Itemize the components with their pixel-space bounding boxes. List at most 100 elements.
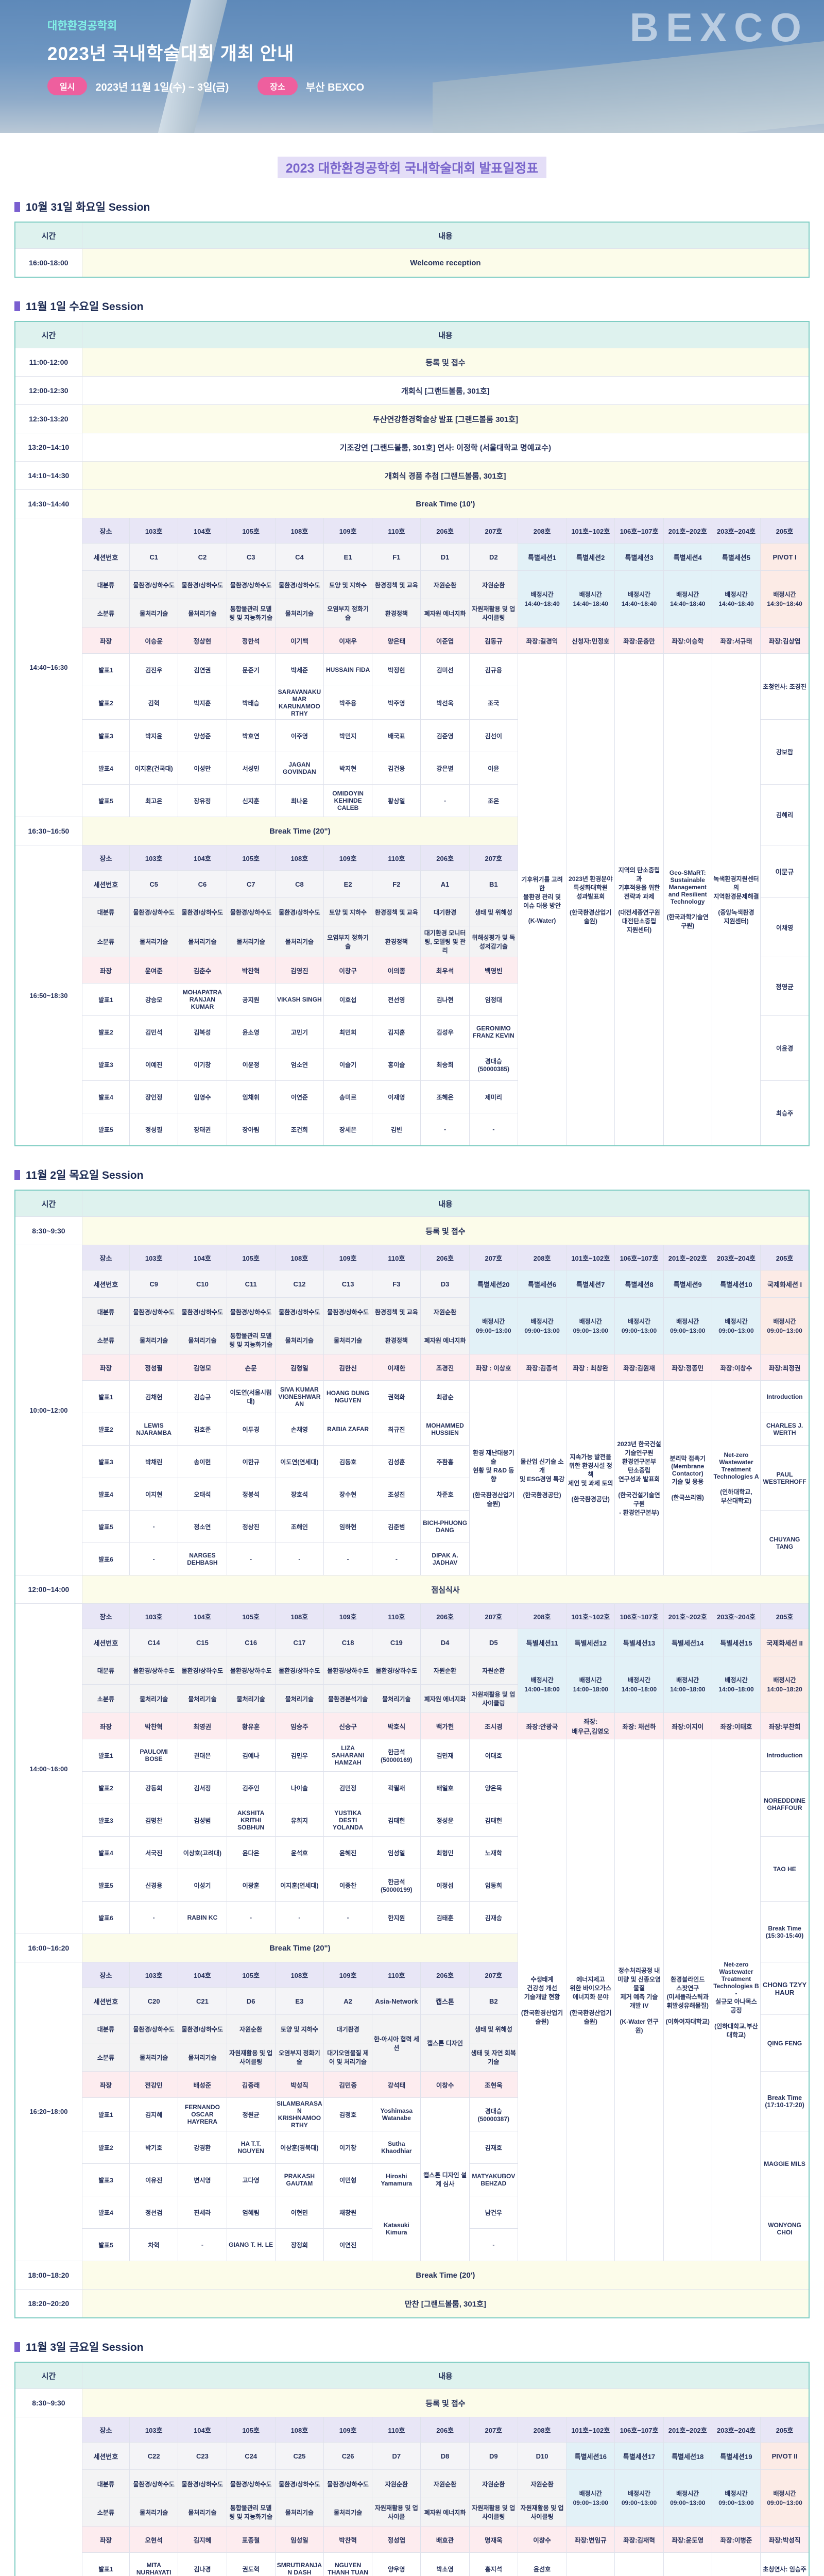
- talk-cell: -: [324, 1543, 372, 1575]
- talk-cell: 양성준: [178, 720, 227, 752]
- special-desc-cell: 녹색환경지원센터의 지역환경문제해결 (중앙녹색환경 지원센터): [712, 654, 760, 1146]
- talk-cell: 김태헌: [372, 1804, 421, 1837]
- room-header-cell: 103호: [130, 1245, 178, 1270]
- special-session-cell: 특별세션4: [663, 544, 712, 571]
- row-label: 좌장: [82, 2527, 129, 2553]
- special-chair-cell: 좌장:이승학: [663, 628, 712, 654]
- session-number-cell: C14: [130, 1629, 178, 1656]
- row-label: 발표2: [82, 686, 129, 720]
- room-header-cell: 206호: [421, 1245, 469, 1270]
- talk-cell: 서성민: [227, 752, 275, 785]
- row-label: 세션번호: [82, 2443, 129, 2470]
- event-text-cell: Welcome reception: [82, 249, 809, 278]
- alloc-cell: 배정시간 09:00~13:00: [615, 1298, 663, 1354]
- talk-cell: 채창원: [324, 2196, 372, 2229]
- chair-cell: 최우석: [421, 957, 469, 984]
- subcategory-cell: 위해성평가 및 독성저감기술: [469, 926, 518, 957]
- time-cell: 10:00~12:00: [15, 1245, 82, 1575]
- talk-cell: -: [130, 1543, 178, 1575]
- talk-cell: 김선이: [469, 720, 518, 752]
- room-header-cell: 108호: [275, 1604, 323, 1629]
- time-column-header: 시간: [15, 1190, 82, 1217]
- special-chair-cell: 좌장:김재혁: [615, 2527, 663, 2553]
- session-number-cell: C21: [178, 1988, 227, 2015]
- talk-cell: 최고은: [130, 785, 178, 817]
- category-cell: 물환경/상하수도: [227, 898, 275, 926]
- special-session-cell: 특별세션10: [712, 1270, 760, 1298]
- session-number-cell: A1: [421, 871, 469, 898]
- time-cell: 16:50~18:30: [15, 845, 82, 1146]
- chair-cell: 박찬혁: [130, 1713, 178, 1739]
- special-room-header-cell: 101호~102호: [566, 518, 615, 544]
- room-header-cell: 110호: [372, 1604, 421, 1629]
- special-desc-cell: 지속가능 발전을 위한 환경시설 정책 제언 및 과제 토의 (한국환경공단): [566, 1381, 615, 1575]
- special-room-header-cell: 203호~204호: [712, 518, 760, 544]
- talk-cell: 변시영: [178, 2164, 227, 2196]
- category-cell: 환경정책 및 교육: [372, 1298, 421, 1326]
- talk-cell: 캡스톤 디자인 설계 심사: [421, 2098, 469, 2261]
- row-label: 좌장: [82, 628, 129, 654]
- subcategory-cell: 환경정책: [372, 1326, 421, 1354]
- talk-cell: AKSHITA KRITHI SOBHUN: [227, 1804, 275, 1837]
- talk-cell: 김준영: [421, 720, 469, 752]
- chair-cell: 최영권: [178, 1713, 227, 1739]
- talk-cell: -: [275, 1543, 323, 1575]
- day-heading: 11월 3일 금요일 Session: [14, 2339, 810, 2354]
- special-session-cell: 특별세션7: [566, 1270, 615, 1298]
- talk-cell: 이지현: [130, 1478, 178, 1511]
- talk-cell: 김재호: [469, 2131, 518, 2164]
- tail-alloc-cell: 배정시간 14:00~18:20: [761, 1656, 809, 1713]
- special-chair-cell: 좌장 : 최창완: [566, 1354, 615, 1381]
- row-label: 좌장: [82, 1713, 129, 1739]
- room-header-cell: 206호: [421, 845, 469, 871]
- row-label: 발표3: [82, 1446, 129, 1478]
- talk-cell: 이슬기: [324, 1048, 372, 1081]
- talk-cell: 엄혜림: [227, 2196, 275, 2229]
- special-desc-cell: 지문화 기술을 이용한 총 유기탄소 (TOC) 기원 추적 기술개발: 유기물…: [712, 2553, 760, 2576]
- talk-cell: 김진우: [130, 654, 178, 686]
- special-room-header-cell: 106호~107호: [615, 1604, 663, 1629]
- talk-cell: 김민정: [324, 1772, 372, 1804]
- session-number-cell: F2: [372, 871, 421, 898]
- row-label: 대분류: [82, 2015, 129, 2043]
- session-number-cell: C5: [130, 871, 178, 898]
- special-chair-cell: 좌장:변임규: [566, 2527, 615, 2553]
- room-header-cell: 109호: [324, 1604, 372, 1629]
- talk-cell: 조성진: [372, 1478, 421, 1511]
- row-label: 세션번호: [82, 1988, 129, 2015]
- talk-cell: 김채헌: [130, 1381, 178, 1413]
- special-session-cell: 특별세션13: [615, 1629, 663, 1656]
- special-desc-cell: 부산대학교 환경에너지연구소 중점연구소 특별 심포지움 (부산대학교): [615, 2553, 663, 2576]
- talk-cell: 최민희: [324, 1016, 372, 1048]
- time-cell: 10:00~12:00: [15, 2417, 82, 2576]
- talk-cell: 김혁: [130, 686, 178, 720]
- tail-session-cell: 국제화세션 II: [761, 1629, 809, 1656]
- session-number-cell: F1: [372, 544, 421, 571]
- talk-cell: 이대호: [469, 1739, 518, 1772]
- talk-cell: PAULOMI BOSE: [130, 1739, 178, 1772]
- session-number-cell: C25: [275, 2443, 323, 2470]
- special-room-header-cell: 207호: [469, 1245, 518, 1270]
- talk-cell: 황상일: [372, 785, 421, 817]
- category-cell: 물환경/상하수도: [178, 571, 227, 599]
- talk-cell: 차혁: [130, 2229, 178, 2261]
- talk-cell: 김동호: [324, 1446, 372, 1478]
- subcategory-cell: 물처리기술: [130, 1326, 178, 1354]
- talk-cell: 윤혜진: [324, 1837, 372, 1869]
- tail-item-cell: PAUL WESTERHOFF: [761, 1446, 809, 1511]
- category-cell: 자원순환: [227, 2015, 275, 2043]
- session-number-cell: C10: [178, 1270, 227, 1298]
- room-header-cell: 206호: [421, 1604, 469, 1629]
- time-cell: 12:00~14:00: [15, 1575, 82, 1604]
- chair-cell: 배효관: [421, 2527, 469, 2553]
- special-room-header-cell: 203호~204호: [712, 2417, 760, 2443]
- talk-cell: -: [227, 1543, 275, 1575]
- tail-room-header-cell: 205호: [761, 518, 809, 544]
- talk-cell: 김서정: [178, 1772, 227, 1804]
- session-number-cell: C9: [130, 1270, 178, 1298]
- content-column-header: 내용: [82, 2362, 809, 2389]
- talk-cell: GERONIMO FRANZ KEVIN: [469, 1016, 518, 1048]
